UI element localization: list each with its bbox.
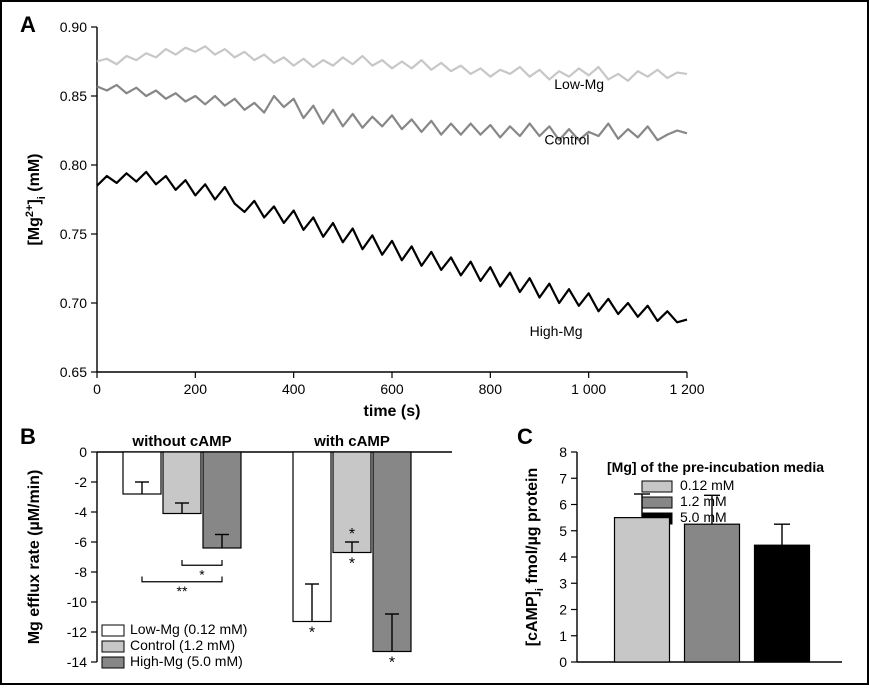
svg-text:[Mg] of the pre-incubation med: [Mg] of the pre-incubation media bbox=[607, 459, 824, 475]
svg-text:-2: -2 bbox=[75, 474, 88, 490]
svg-text:7: 7 bbox=[559, 470, 567, 486]
svg-text:[cAMP]i fmol/µg protein: [cAMP]i fmol/µg protein bbox=[524, 468, 546, 647]
svg-text:High-Mg (5.0 mM): High-Mg (5.0 mM) bbox=[130, 653, 243, 669]
svg-text:600: 600 bbox=[380, 381, 404, 397]
svg-text:*: * bbox=[349, 556, 355, 573]
svg-text:[Mg2+]i (mM): [Mg2+]i (mM) bbox=[24, 153, 48, 245]
svg-text:*: * bbox=[199, 566, 205, 582]
svg-text:with cAMP: with cAMP bbox=[313, 433, 390, 450]
svg-text:0: 0 bbox=[79, 444, 87, 460]
bar bbox=[203, 452, 241, 548]
series-label: High-Mg bbox=[530, 323, 583, 339]
svg-text:Low-Mg (0.12 mM): Low-Mg (0.12 mM) bbox=[130, 621, 247, 637]
svg-text:400: 400 bbox=[282, 381, 306, 397]
svg-text:-12: -12 bbox=[67, 624, 87, 640]
svg-text:A: A bbox=[20, 12, 36, 37]
svg-text:-10: -10 bbox=[67, 594, 87, 610]
bar bbox=[685, 524, 740, 662]
bar bbox=[615, 518, 670, 662]
series-label: Control bbox=[544, 131, 589, 147]
svg-text:*: * bbox=[389, 655, 395, 672]
series-Control bbox=[97, 85, 687, 140]
svg-text:2: 2 bbox=[559, 602, 567, 618]
svg-text:*: * bbox=[349, 526, 355, 543]
figure-frame: A0.650.700.750.800.850.9002004006008001 … bbox=[0, 0, 869, 685]
svg-text:time (s): time (s) bbox=[364, 403, 421, 420]
svg-text:5: 5 bbox=[559, 523, 567, 539]
svg-text:1: 1 bbox=[559, 628, 567, 644]
svg-text:C: C bbox=[517, 424, 533, 449]
svg-text:200: 200 bbox=[184, 381, 208, 397]
svg-text:4: 4 bbox=[559, 549, 567, 565]
svg-text:0.85: 0.85 bbox=[60, 88, 87, 104]
bar bbox=[755, 545, 810, 662]
svg-text:-14: -14 bbox=[67, 654, 87, 670]
svg-text:Control (1.2 mM): Control (1.2 mM) bbox=[130, 637, 235, 653]
svg-text:0.12 mM: 0.12 mM bbox=[680, 477, 734, 493]
svg-text:*: * bbox=[309, 625, 315, 642]
svg-text:B: B bbox=[20, 424, 36, 449]
series-High-Mg bbox=[97, 172, 687, 322]
svg-text:0: 0 bbox=[559, 654, 567, 670]
svg-text:8: 8 bbox=[559, 444, 567, 460]
svg-text:Mg efflux rate (µM/min): Mg efflux rate (µM/min) bbox=[26, 470, 43, 645]
svg-text:5.0 mM: 5.0 mM bbox=[680, 509, 727, 525]
svg-text:0.75: 0.75 bbox=[60, 226, 87, 242]
svg-text:1 000: 1 000 bbox=[571, 381, 606, 397]
svg-text:-4: -4 bbox=[75, 504, 88, 520]
svg-text:800: 800 bbox=[479, 381, 503, 397]
svg-text:-6: -6 bbox=[75, 534, 88, 550]
svg-text:3: 3 bbox=[559, 575, 567, 591]
svg-text:0.65: 0.65 bbox=[60, 364, 87, 380]
series-label: Low-Mg bbox=[554, 76, 604, 92]
svg-text:-8: -8 bbox=[75, 564, 88, 580]
figure-svg: A0.650.700.750.800.850.9002004006008001 … bbox=[2, 2, 867, 683]
svg-text:0: 0 bbox=[93, 381, 101, 397]
svg-text:without cAMP: without cAMP bbox=[131, 433, 231, 450]
svg-text:6: 6 bbox=[559, 497, 567, 513]
svg-text:0.70: 0.70 bbox=[60, 295, 87, 311]
svg-text:1 200: 1 200 bbox=[669, 381, 704, 397]
svg-text:0.80: 0.80 bbox=[60, 157, 87, 173]
svg-text:**: ** bbox=[177, 583, 188, 599]
svg-text:0.90: 0.90 bbox=[60, 19, 87, 35]
